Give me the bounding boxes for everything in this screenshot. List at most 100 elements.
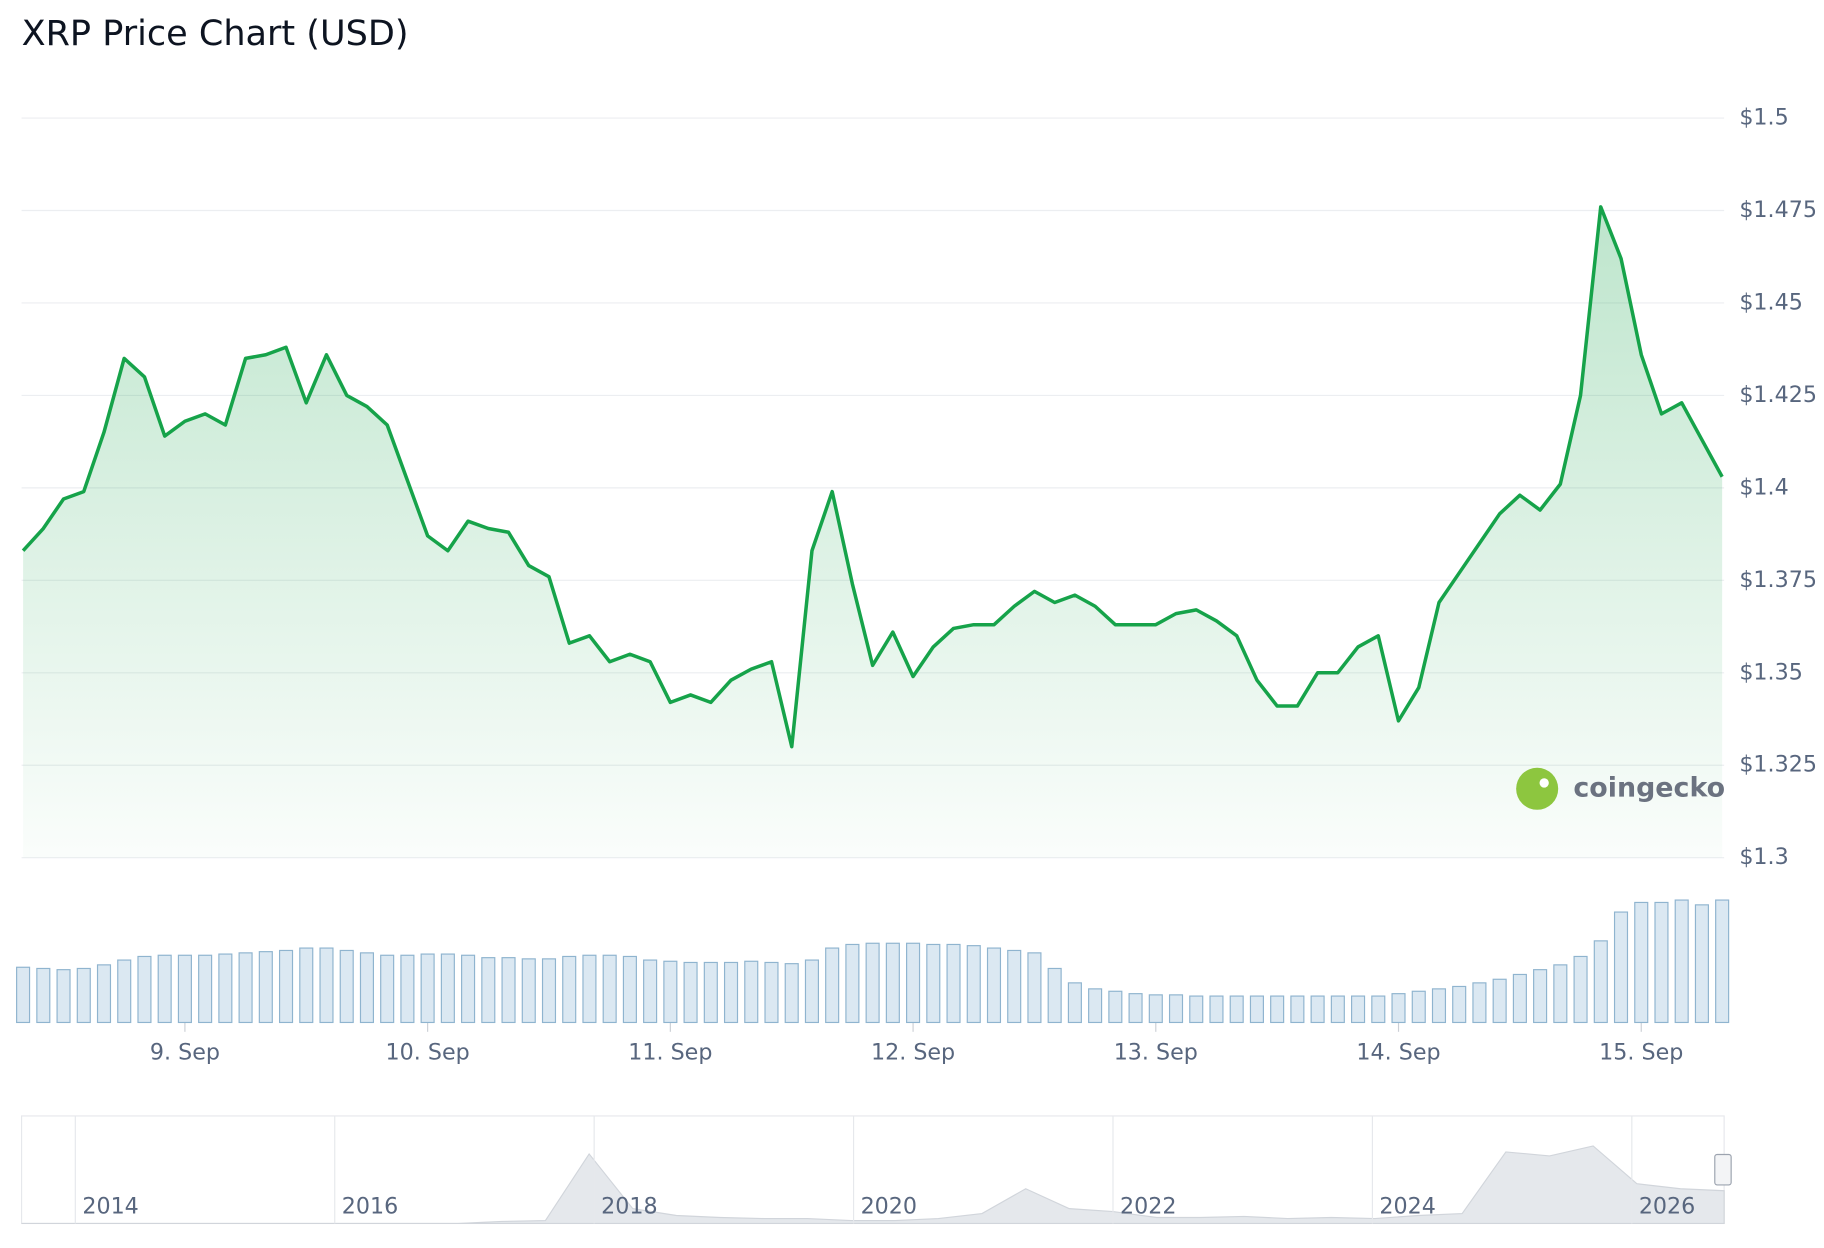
volume-bar bbox=[1431, 988, 1447, 1024]
volume-bar bbox=[380, 954, 395, 1024]
navigator-label: 2024 bbox=[1379, 1194, 1435, 1220]
volume-bar bbox=[1492, 978, 1507, 1024]
volume-bar bbox=[1148, 994, 1163, 1024]
volume-bar bbox=[1088, 988, 1103, 1024]
volume-bar bbox=[1229, 995, 1244, 1024]
volume-bar bbox=[400, 954, 415, 1024]
watermark: coingecko bbox=[1516, 767, 1725, 810]
price-area bbox=[23, 206, 1723, 858]
volume-bar bbox=[643, 959, 658, 1024]
volume-bar bbox=[1553, 964, 1568, 1024]
volume-bar bbox=[1270, 995, 1285, 1024]
volume-bar bbox=[1047, 967, 1062, 1024]
volume-bar bbox=[1007, 949, 1022, 1024]
volume-bar bbox=[1330, 995, 1345, 1024]
volume-bar bbox=[16, 966, 31, 1024]
volume-bar bbox=[764, 961, 779, 1024]
y-tick-label: $1.475 bbox=[1739, 197, 1817, 223]
volume-bar bbox=[1027, 952, 1042, 1024]
volume-bar bbox=[299, 947, 314, 1024]
volume-bar bbox=[76, 967, 91, 1024]
volume-bar bbox=[966, 945, 981, 1024]
volume-bar bbox=[1108, 990, 1123, 1024]
volume-bar bbox=[1472, 982, 1487, 1024]
navigator-handle[interactable] bbox=[1714, 1153, 1732, 1186]
y-tick-label: $1.425 bbox=[1739, 382, 1817, 408]
volume-bar bbox=[56, 969, 71, 1024]
navigator: 2014 2016 2018 2020 2022 2024 2026 bbox=[21, 1115, 1725, 1225]
volume-bar bbox=[622, 955, 637, 1024]
volume-bar bbox=[1452, 985, 1467, 1024]
volume-bar bbox=[804, 959, 819, 1024]
x-tick-label: 10. Sep bbox=[386, 1039, 470, 1065]
navigator-label: 2026 bbox=[1639, 1194, 1695, 1220]
volume-bar bbox=[440, 953, 455, 1024]
volume-bar bbox=[1209, 995, 1224, 1024]
volume-bar bbox=[683, 961, 698, 1024]
volume-bar bbox=[521, 958, 536, 1024]
volume-bar bbox=[541, 958, 557, 1024]
volume-bar bbox=[703, 961, 718, 1024]
x-tick-label: 12. Sep bbox=[871, 1039, 955, 1065]
watermark-text: coingecko bbox=[1573, 772, 1725, 803]
volume-bar bbox=[1310, 995, 1325, 1024]
volume-bar bbox=[865, 942, 880, 1024]
volume-bar bbox=[825, 947, 840, 1024]
volume-bar bbox=[1067, 982, 1082, 1024]
volume-bar bbox=[663, 960, 678, 1024]
volume-bar bbox=[1189, 995, 1204, 1024]
x-tick-label: 9. Sep bbox=[150, 1039, 220, 1065]
volume-bar bbox=[784, 963, 799, 1024]
x-tick-label: 14. Sep bbox=[1356, 1039, 1440, 1065]
volume-bar bbox=[946, 943, 961, 1024]
y-tick-label: $1.5 bbox=[1739, 105, 1788, 131]
y-tick-label: $1.45 bbox=[1739, 289, 1803, 315]
volume-bar bbox=[1371, 995, 1386, 1024]
volume-bar bbox=[36, 967, 51, 1024]
volume-bar bbox=[278, 949, 294, 1024]
navigator-area bbox=[21, 1145, 1725, 1225]
volume-bar bbox=[744, 960, 759, 1024]
volume-bar bbox=[562, 955, 577, 1024]
volume-bar bbox=[198, 954, 213, 1024]
y-tick-label: $1.375 bbox=[1739, 567, 1817, 593]
volume-bar bbox=[339, 949, 354, 1024]
volume-bar bbox=[420, 953, 435, 1024]
x-tick-label: 15. Sep bbox=[1599, 1039, 1683, 1065]
volume-bar bbox=[258, 951, 273, 1024]
volume-bar bbox=[1391, 993, 1406, 1024]
volume-bar bbox=[1654, 901, 1669, 1024]
volume-bar bbox=[1613, 911, 1629, 1024]
volume-bar bbox=[1694, 904, 1709, 1024]
y-tick-label: $1.4 bbox=[1739, 474, 1788, 500]
x-tick-label: 13. Sep bbox=[1114, 1039, 1198, 1065]
price-line bbox=[21, 205, 1724, 749]
volume-bar bbox=[177, 954, 192, 1024]
navigator-label: 2020 bbox=[861, 1194, 917, 1220]
navigator-label: 2022 bbox=[1120, 1194, 1176, 1220]
y-tick-label: $1.3 bbox=[1739, 844, 1788, 870]
volume-bar bbox=[1593, 940, 1608, 1024]
logo-eye bbox=[1539, 778, 1549, 788]
volume-bar bbox=[723, 961, 739, 1024]
volume-bar bbox=[1411, 990, 1426, 1024]
navigator-label: 2016 bbox=[342, 1194, 398, 1220]
volume-bar bbox=[602, 954, 617, 1024]
volume-bar bbox=[906, 942, 921, 1024]
volume-bar bbox=[1168, 994, 1184, 1024]
volume-bar bbox=[157, 954, 172, 1024]
x-tick-label: 11. Sep bbox=[628, 1039, 712, 1065]
volume-bar bbox=[1533, 969, 1548, 1024]
volume-bar bbox=[117, 959, 132, 1024]
volume-bar bbox=[1512, 973, 1527, 1024]
volume-bar bbox=[1634, 901, 1649, 1024]
volume-bar bbox=[137, 955, 152, 1024]
volume-bar bbox=[1715, 899, 1730, 1024]
volume-bar bbox=[319, 947, 334, 1024]
volume-bar bbox=[359, 952, 375, 1024]
y-tick-label: $1.35 bbox=[1739, 659, 1803, 685]
logo bbox=[1516, 767, 1559, 810]
volume-bar bbox=[1573, 955, 1588, 1024]
volume-bar bbox=[1290, 995, 1305, 1024]
